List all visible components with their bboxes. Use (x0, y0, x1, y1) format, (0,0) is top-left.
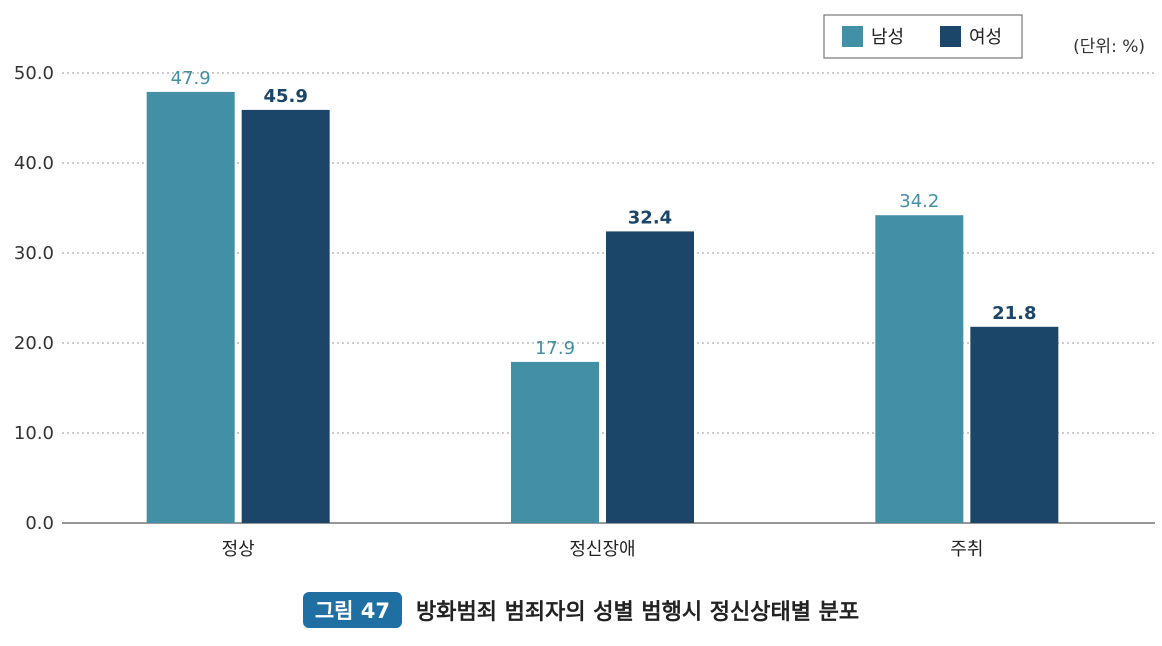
y-tick-label: 10.0 (14, 423, 54, 444)
legend-label: 남성 (871, 27, 904, 48)
y-tick-label: 50.0 (14, 63, 54, 84)
bar-male (875, 215, 964, 523)
bar-female (970, 326, 1059, 523)
x-tick-label: 정신장애 (569, 539, 635, 560)
data-label: 32.4 (628, 207, 672, 228)
x-tick-label: 주취 (950, 539, 983, 560)
y-tick-label: 0.0 (25, 513, 54, 534)
y-tick-label: 40.0 (14, 153, 54, 174)
data-label: 45.9 (263, 86, 307, 107)
legend: 남성 여성 (823, 14, 1023, 59)
data-label: 17.9 (535, 338, 575, 359)
data-label: 47.9 (171, 68, 211, 89)
unit-label: (단위: %) (1073, 37, 1145, 57)
figure-number: 그림 47 (302, 592, 403, 628)
legend-swatch (940, 26, 961, 47)
figure-caption: 그림 47 방화범죄 범죄자의 성별 범행시 정신상태별 분포 (0, 590, 1162, 630)
bar-male (511, 361, 599, 523)
bar-chart: 0.0 10.0 20.0 30.0 40.0 50.0 47.9 45.9 17.9 32.4… (14, 14, 1155, 560)
data-label: 21.8 (992, 303, 1036, 324)
bar-male (146, 91, 235, 524)
y-axis-ticks: 0.0 10.0 20.0 30.0 40.0 50.0 (14, 63, 54, 534)
data-label: 34.2 (899, 191, 939, 212)
y-tick-label: 20.0 (14, 333, 54, 354)
bar-female (241, 109, 330, 524)
x-axis-labels: 정상 정신장애 주취 (222, 539, 984, 560)
bar-female (606, 231, 694, 523)
bars: 47.9 45.9 17.9 32.4 34.2 21.8 (146, 68, 1059, 524)
legend-swatch (842, 26, 863, 47)
x-tick-label: 정상 (222, 539, 255, 560)
figure-title: 방화범죄 범죄자의 성별 범행시 정신상태별 분포 (416, 600, 860, 625)
y-tick-label: 30.0 (14, 243, 54, 264)
legend-label: 여성 (969, 27, 1002, 48)
